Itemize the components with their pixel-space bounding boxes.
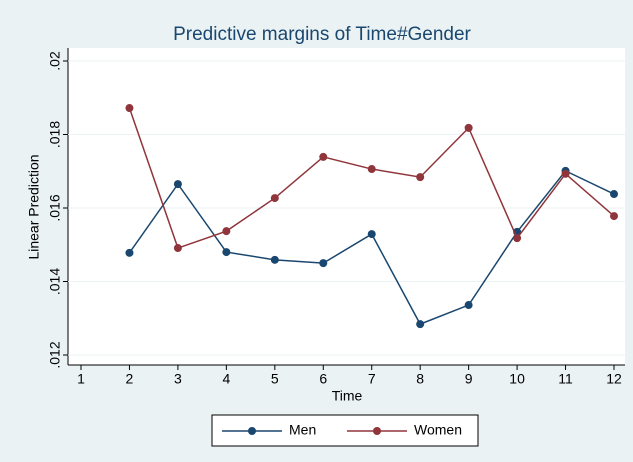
x-tick-label: 2 — [126, 371, 134, 387]
point — [319, 259, 328, 268]
x-tick-label: 1 — [77, 371, 85, 387]
plot-area — [68, 48, 625, 365]
point — [173, 180, 182, 189]
legend-label: Men — [289, 422, 316, 438]
x-tick-label: 5 — [271, 371, 279, 387]
y-tick-label: .02 — [47, 51, 63, 71]
point — [367, 165, 376, 174]
chart-title: Predictive margins of Time#Gender — [173, 24, 471, 45]
point — [610, 190, 618, 199]
x-tick-label: 3 — [174, 371, 182, 387]
x-tick-label: 12 — [606, 371, 622, 387]
point — [561, 169, 570, 178]
y-tick-label: .012 — [47, 341, 63, 368]
y-tick-label: .016 — [47, 194, 63, 221]
x-tick-label: 8 — [416, 371, 424, 387]
x-tick-label: 6 — [319, 371, 327, 387]
point — [270, 194, 279, 203]
legend-marker — [373, 427, 381, 435]
point — [416, 320, 425, 329]
y-tick-label: .018 — [47, 121, 63, 148]
point — [319, 152, 328, 161]
x-tick-label: 11 — [558, 371, 573, 387]
x-tick-label: 7 — [368, 371, 376, 387]
y-tick-label: .014 — [47, 268, 63, 295]
legend-marker — [248, 427, 256, 435]
point — [416, 173, 425, 182]
point — [173, 244, 182, 253]
point — [222, 227, 231, 236]
y-axis-label: Linear Prediction — [26, 154, 42, 259]
legend-label: Women — [414, 422, 462, 438]
point — [270, 255, 279, 264]
x-tick-label: 10 — [509, 371, 525, 387]
point — [125, 248, 134, 257]
point — [222, 248, 231, 257]
x-axis-label: Time — [332, 388, 363, 404]
point — [367, 230, 376, 239]
point — [513, 234, 522, 243]
point — [464, 301, 473, 310]
x-tick-label: 4 — [222, 371, 230, 387]
point — [610, 212, 618, 221]
point — [464, 123, 473, 132]
point — [125, 104, 134, 113]
x-tick-label: 9 — [465, 371, 473, 387]
